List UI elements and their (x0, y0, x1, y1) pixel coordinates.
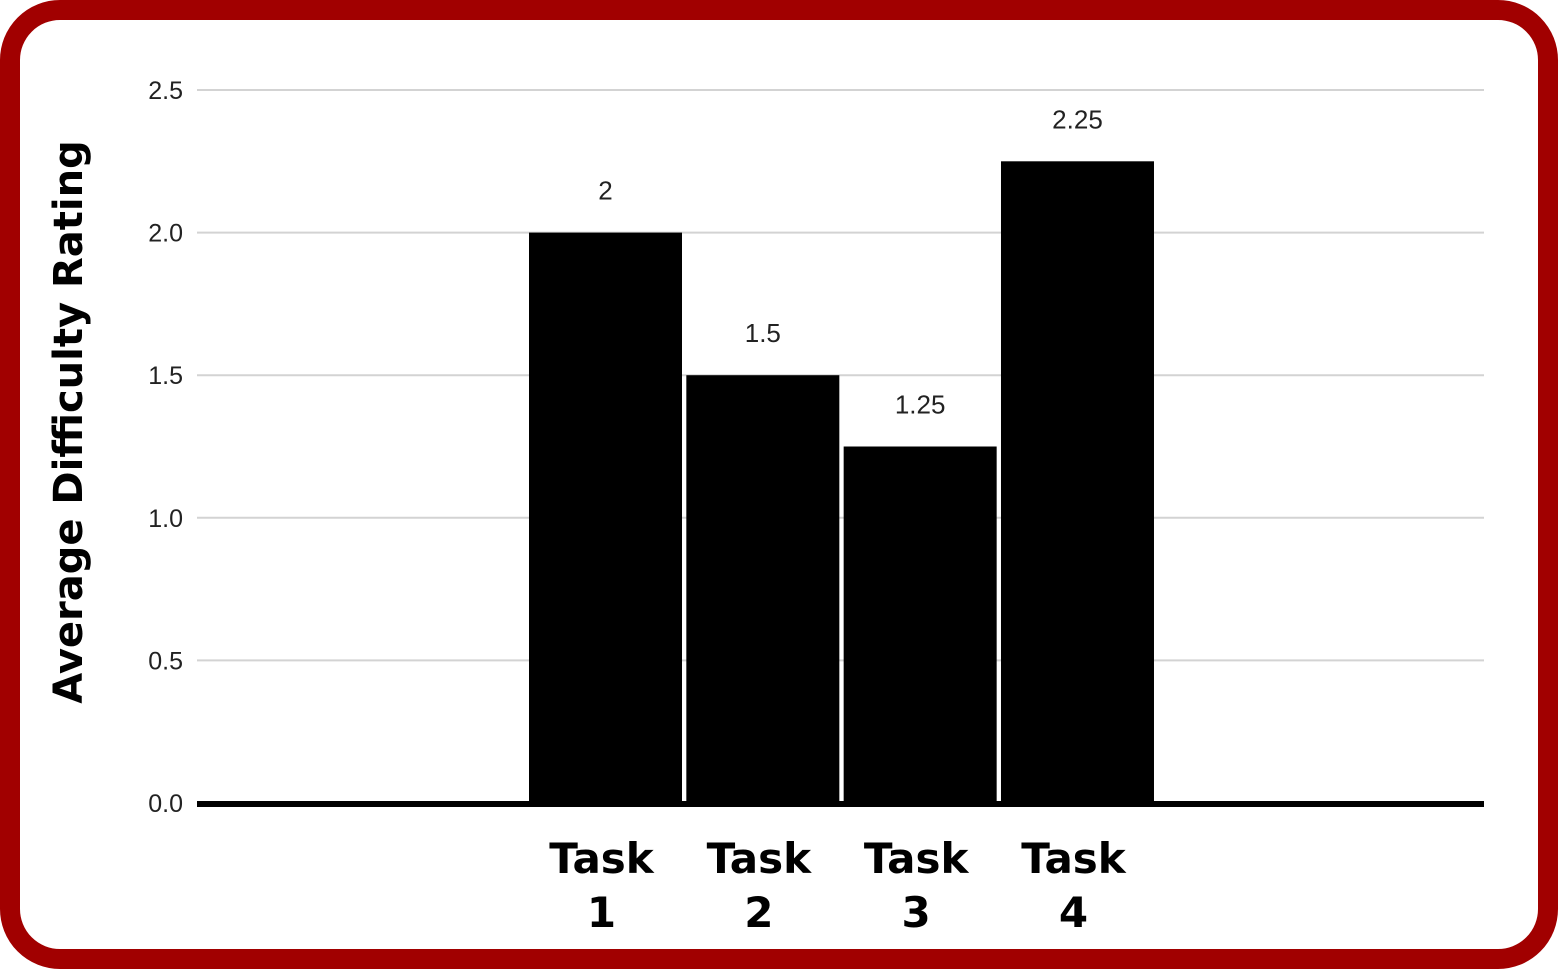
bar (843, 446, 997, 803)
y-tick-label: 2.0 (148, 220, 183, 248)
category-label: Task (1021, 834, 1127, 883)
data-label: 2 (598, 176, 612, 206)
y-axis-title: Average Difficulty Rating (46, 140, 92, 703)
y-tick-label: 0.0 (148, 790, 183, 818)
category-label: Task (549, 834, 655, 883)
category-label: Task (864, 834, 970, 883)
gridlines (197, 89, 1484, 662)
y-tick-label: 2.5 (148, 77, 183, 105)
category-label: Task (707, 834, 813, 883)
category-label: 4 (1059, 888, 1088, 937)
bar (1000, 161, 1154, 804)
y-axis-ticks: 0.0 0.5 1.0 1.5 2.0 2.5 (148, 77, 183, 818)
y-tick-label: 0.5 (148, 647, 183, 675)
bars (529, 161, 1154, 804)
x-axis-categories: Task 1 Task 2 Task 3 Task 4 (549, 834, 1127, 937)
bar (686, 375, 840, 803)
y-tick-label: 1.0 (148, 505, 183, 533)
bar (529, 232, 682, 804)
category-label: 2 (744, 888, 773, 937)
category-label: 3 (902, 888, 931, 937)
data-label: 1.25 (895, 390, 946, 420)
category-label: 1 (587, 888, 616, 937)
data-label: 2.25 (1052, 104, 1103, 134)
data-label: 1.5 (745, 318, 781, 348)
y-tick-label: 1.5 (148, 362, 183, 390)
data-labels: 2 1.5 1.25 2.25 (598, 104, 1103, 419)
